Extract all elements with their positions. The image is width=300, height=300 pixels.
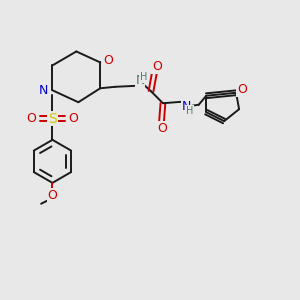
- Text: H: H: [140, 72, 147, 82]
- Text: O: O: [47, 189, 57, 202]
- Text: O: O: [157, 122, 167, 134]
- Text: O: O: [69, 112, 79, 125]
- Text: N: N: [135, 74, 145, 87]
- Text: H: H: [186, 106, 194, 116]
- Text: O: O: [237, 83, 247, 96]
- Text: O: O: [103, 54, 112, 68]
- Text: N: N: [182, 100, 191, 113]
- Text: O: O: [152, 60, 162, 73]
- Text: O: O: [26, 112, 36, 125]
- Text: S: S: [48, 112, 57, 126]
- Text: N: N: [39, 84, 48, 97]
